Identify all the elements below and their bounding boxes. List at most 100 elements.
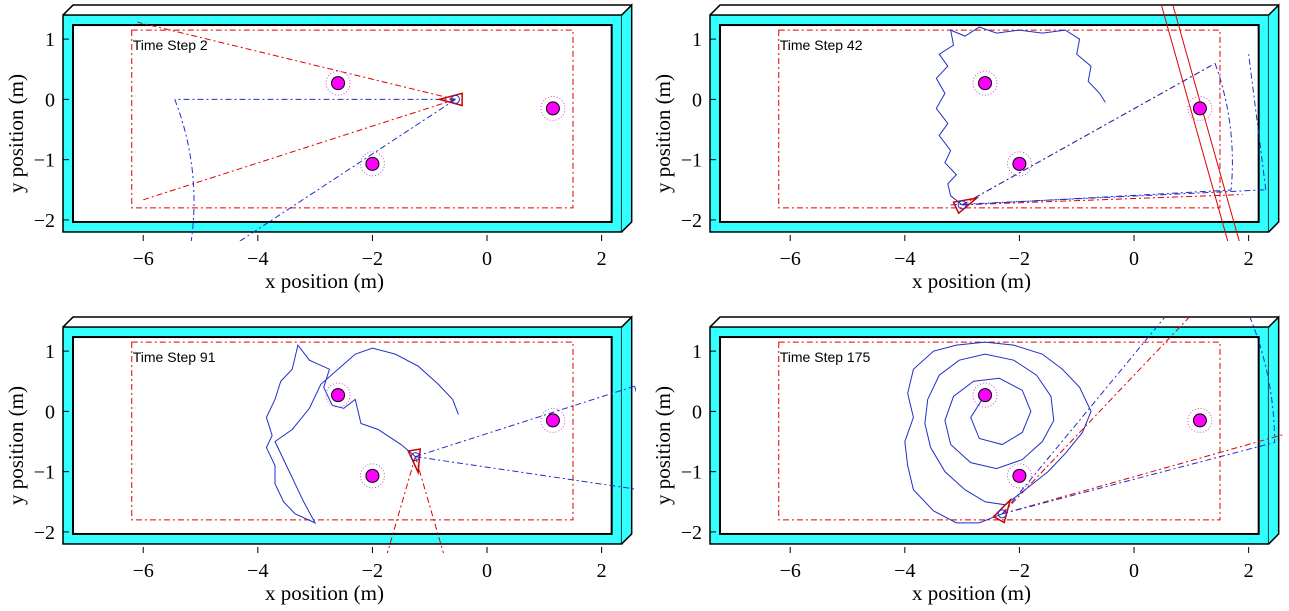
extra-line	[1248, 54, 1267, 190]
landmark-marker	[545, 413, 560, 428]
x-tick-label: −6	[133, 248, 154, 270]
y-axis-label: y position (m)	[651, 74, 675, 193]
arena-wall-top	[62, 316, 632, 328]
x-tick-label: 2	[1244, 248, 1254, 270]
landmark-marker	[545, 101, 560, 116]
y-tick-label: 1	[692, 29, 702, 51]
robot-path	[935, 26, 1106, 206]
x-tick-label: −6	[780, 560, 801, 582]
x-axis-label: x position (m)	[912, 581, 1031, 605]
y-tick-label: 0	[45, 89, 55, 111]
robot-center	[997, 509, 1007, 519]
fov-line	[415, 456, 636, 490]
robot-marker	[992, 497, 1012, 524]
time-step-label: Time Step 175	[780, 349, 871, 365]
y-tick-label: −1	[34, 462, 55, 484]
y-tick-label: −2	[34, 522, 55, 544]
x-tick-label: −2	[362, 560, 383, 582]
landmark-uncertainty	[359, 463, 385, 489]
x-tick-label: −2	[1009, 248, 1030, 270]
x-tick-label: −4	[894, 248, 915, 270]
x-tick-label: −4	[247, 560, 268, 582]
landmark-marker	[331, 388, 346, 403]
sensor-wedge-edge	[1002, 434, 1283, 515]
x-tick-label: −6	[133, 560, 154, 582]
landmark-uncertainty	[1187, 407, 1213, 433]
sensor-wedge-edge	[137, 21, 456, 100]
arena-wall-side	[1268, 315, 1280, 545]
x-tick-label: −2	[1009, 560, 1030, 582]
robot-path	[904, 341, 1092, 524]
x-tick-label: −4	[894, 560, 915, 582]
fov-line	[1002, 441, 1275, 515]
sensor-wedge-edge	[1001, 318, 1190, 515]
y-tick-label: 0	[692, 89, 702, 111]
landmark-marker	[1012, 468, 1027, 483]
arena-wall-side	[621, 3, 633, 233]
arena-wall-top	[709, 4, 1279, 16]
landmark-marker	[1192, 101, 1207, 116]
sensor-wedge-edge	[386, 456, 416, 553]
y-tick-label: 0	[692, 401, 702, 423]
landmark-uncertainty	[1006, 151, 1032, 177]
landmark-marker	[978, 76, 993, 91]
inner-boundary	[131, 29, 574, 209]
chart-panel-2: −6 −4 −2 0 210−1−2x position (m)y position (…	[651, 3, 1280, 293]
landmark-uncertainty	[1187, 95, 1213, 121]
landmark-marker	[365, 156, 380, 171]
extra-line	[1161, 6, 1229, 241]
x-tick-label: 0	[482, 248, 492, 270]
robot-marker	[952, 196, 980, 215]
y-axis-label: y position (m)	[4, 386, 28, 505]
chart-panel-4: −6 −4 −2 0 210−1−2x position (m)y position (…	[651, 315, 1283, 605]
robot-marker	[436, 92, 463, 107]
inner-boundary	[778, 29, 1221, 209]
inner-boundary	[778, 341, 1221, 521]
x-axis-label: x position (m)	[265, 269, 384, 293]
sensor-wedge-edge	[414, 456, 444, 553]
y-tick-label: 1	[45, 341, 55, 363]
x-axis-label: x position (m)	[265, 581, 384, 605]
y-tick-label: 1	[45, 29, 55, 51]
arena-floor	[72, 24, 613, 223]
fov-arc	[1249, 318, 1276, 443]
arena-wall-top	[62, 4, 632, 16]
x-tick-label: 2	[597, 560, 607, 582]
arena-floor	[719, 336, 1260, 535]
fov-line	[961, 62, 1216, 206]
x-tick-label: 0	[1129, 560, 1139, 582]
y-tick-label: −1	[34, 150, 55, 172]
landmark-marker	[365, 468, 380, 483]
landmark-uncertainty	[540, 407, 566, 433]
plot-area	[265, 343, 636, 553]
sensor-wedge-edge	[143, 98, 456, 201]
arena-wall-side	[1268, 3, 1280, 233]
landmark-marker	[1192, 413, 1207, 428]
x-tick-label: 0	[1129, 248, 1139, 270]
landmark-uncertainty	[1006, 463, 1032, 489]
extra-line	[950, 189, 1266, 206]
fov-line	[415, 385, 635, 458]
x-tick-label: −6	[780, 248, 801, 270]
arena-wall-side	[621, 315, 633, 545]
landmark-marker	[1012, 156, 1027, 171]
plot-area	[904, 318, 1283, 524]
y-tick-label: −2	[34, 210, 55, 232]
plot-area	[935, 6, 1267, 241]
x-tick-label: 0	[482, 560, 492, 582]
time-step-label: Time Step 42	[780, 37, 863, 53]
inner-boundary	[131, 341, 574, 521]
landmark-marker	[331, 76, 346, 91]
fov-arc	[1214, 63, 1233, 191]
landmark-uncertainty	[972, 70, 998, 96]
landmark-uncertainty	[540, 95, 566, 121]
x-tick-label: −2	[362, 248, 383, 270]
y-tick-label: −2	[681, 522, 702, 544]
y-tick-label: −1	[681, 462, 702, 484]
x-tick-label: 2	[1244, 560, 1254, 582]
landmark-marker	[978, 388, 993, 403]
y-axis-label: y position (m)	[651, 386, 675, 505]
y-tick-label: 0	[45, 401, 55, 423]
robot-center	[957, 200, 967, 210]
